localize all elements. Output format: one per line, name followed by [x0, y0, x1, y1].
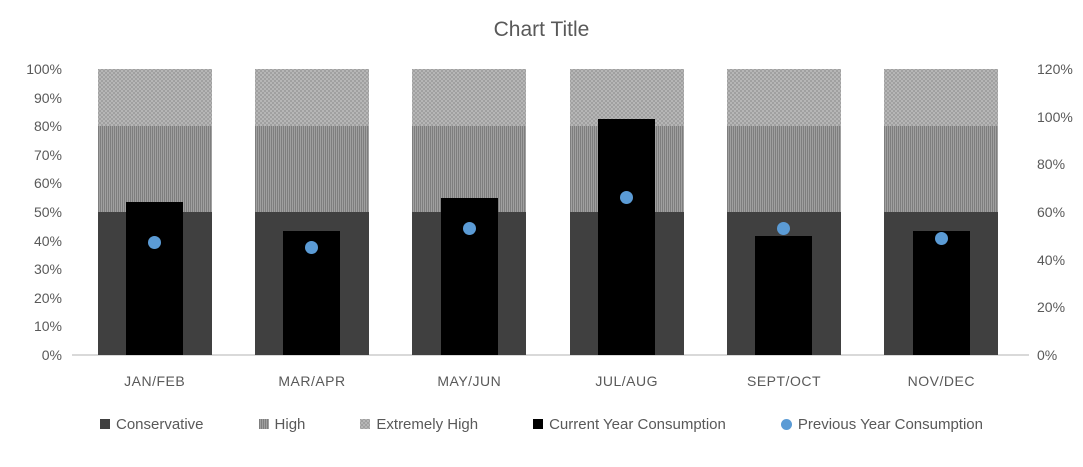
current-year-bar [598, 119, 656, 355]
legend-item: High [258, 415, 306, 433]
x-tick-label: MAY/JUN [437, 373, 502, 389]
left-value-axis: 0% 10% 20% 30% 40% 50% 60% 70% 80% 90% 100% [0, 61, 62, 363]
bar-group [705, 69, 862, 355]
current-year-bar [755, 235, 813, 355]
legend-swatch-extremely-high-icon [360, 419, 371, 429]
stacked-segment-extremely-high [569, 69, 684, 127]
bar-group [233, 69, 390, 355]
legend-label: Current Year Consumption [549, 415, 726, 433]
legend-swatch-previous-year-consumption-icon [780, 418, 792, 430]
right-axis-tick-label: 80% [1037, 156, 1066, 173]
previous-year-dot [148, 236, 162, 250]
legend-item: Extremely High [360, 416, 478, 433]
right-axis-tick-label: 40% [1037, 251, 1066, 268]
chart-title: Chart Title [493, 18, 590, 41]
previous-year-dot [462, 222, 476, 236]
stacked-segment-high [884, 126, 999, 212]
legend-label: High [274, 415, 306, 433]
left-axis-tick-label: 0% [41, 347, 62, 363]
bar-group [391, 69, 548, 355]
left-axis-tick-label: 100% [26, 61, 62, 77]
left-axis-tick-label: 80% [33, 118, 62, 135]
stacked-segment-high [254, 126, 369, 212]
stacked-segment-extremely-high [97, 69, 212, 127]
left-axis-tick-label: 30% [33, 261, 62, 278]
legend: Conservative High Extremely High Current Ye… [0, 412, 1083, 436]
bar-group [76, 69, 233, 355]
category-axis: JAN/FEB MAR/APR MAY/JUN JUL/AUG SEPT/OCT NOV/… [76, 371, 1020, 391]
right-axis-tick-label: 0% [1037, 347, 1058, 363]
bar-group [548, 69, 705, 355]
legend-item: Conservative [99, 415, 204, 433]
legend-label: Conservative [115, 415, 204, 433]
right-axis-tick-label: 20% [1037, 299, 1066, 316]
x-tick-label: JUL/AUG [595, 373, 658, 389]
previous-year-dot [305, 241, 319, 255]
left-axis-tick-label: 40% [33, 232, 62, 249]
x-tick-label: NOV/DEC [907, 373, 975, 389]
x-tick-label: JAN/FEB [124, 373, 186, 389]
legend-label: Previous Year Consumption [797, 415, 983, 433]
left-axis-tick-label: 20% [33, 289, 62, 306]
stacked-segment-extremely-high [412, 69, 527, 127]
stacked-segment-high [726, 126, 841, 212]
legend-swatch-current-year-consumption-icon [533, 419, 544, 429]
left-axis-tick-label: 90% [33, 89, 62, 106]
left-axis-tick-label: 50% [33, 204, 62, 220]
x-axis-line [72, 354, 1029, 356]
previous-year-dot [620, 191, 634, 205]
stacked-segment-extremely-high [884, 69, 999, 127]
stacked-segment-extremely-high [726, 69, 841, 127]
previous-year-dot [777, 222, 791, 236]
stacked-segment-high [412, 126, 527, 212]
x-tick-label: SEPT/OCT [746, 373, 821, 389]
legend-item: Current Year Consumption [533, 416, 726, 433]
current-year-bar [912, 231, 970, 355]
stacked-segment-high [97, 126, 212, 212]
right-value-axis: 0% 20% 40% 60% 80% 100% 120% [1037, 61, 1083, 363]
plot-area [72, 69, 1029, 356]
legend-label: Extremely High [376, 415, 479, 433]
legend-swatch-high-icon [258, 419, 269, 429]
left-axis-tick-label: 70% [33, 146, 62, 163]
right-axis-tick-label: 100% [1037, 108, 1073, 125]
x-tick-label: MAR/APR [278, 373, 346, 389]
bar-group [863, 69, 1020, 355]
current-year-bar [126, 202, 184, 355]
legend-item: Previous Year Consumption [780, 415, 983, 433]
left-axis-tick-label: 60% [33, 175, 62, 192]
legend-swatch-conservative-icon [99, 419, 110, 429]
previous-year-dot [934, 231, 948, 245]
left-axis-tick-label: 10% [33, 318, 62, 335]
right-axis-tick-label: 120% [1037, 61, 1073, 77]
right-axis-tick-label: 60% [1037, 204, 1066, 220]
stacked-segment-extremely-high [254, 69, 369, 127]
